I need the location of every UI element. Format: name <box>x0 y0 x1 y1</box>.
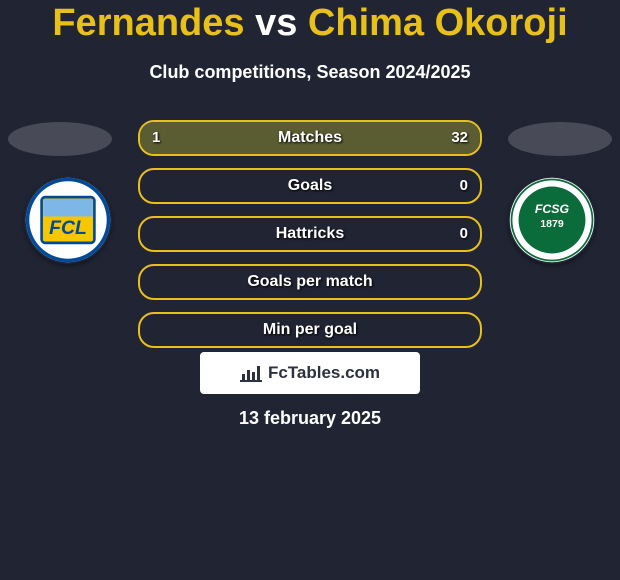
player2-avatar-placeholder <box>508 122 612 156</box>
bar-goals: Goals 0 <box>138 168 482 204</box>
player1-club-crest: FCL <box>24 176 112 264</box>
bar-label: Goals <box>140 170 480 202</box>
svg-text:FCL: FCL <box>49 217 87 239</box>
bar-label: Matches <box>140 122 480 154</box>
svg-text:FCSG: FCSG <box>535 202 570 216</box>
brand-box: FcTables.com <box>200 352 420 394</box>
date-label: 13 february 2025 <box>0 408 620 429</box>
brand-text: FcTables.com <box>268 363 380 383</box>
bar-matches: 1 Matches 32 <box>138 120 482 156</box>
bar-min-per-goal: Min per goal <box>138 312 482 348</box>
vs-label: vs <box>255 2 297 44</box>
bar-value-right: 0 <box>460 170 468 202</box>
bar-hattricks: Hattricks 0 <box>138 216 482 252</box>
chart-icon <box>240 364 262 382</box>
player2-club-crest: FCSG 1879 ST. GALLEN <box>508 176 596 264</box>
bar-value-right: 0 <box>460 218 468 250</box>
bar-value-right: 32 <box>451 122 468 154</box>
comparison-bars: 1 Matches 32 Goals 0 Hattricks 0 Goals p… <box>138 120 482 360</box>
svg-text:1879: 1879 <box>540 218 564 230</box>
bar-label: Min per goal <box>140 314 480 346</box>
bar-label: Hattricks <box>140 218 480 250</box>
bar-goals-per-match: Goals per match <box>138 264 482 300</box>
player2-name: Chima Okoroji <box>308 2 568 44</box>
subtitle: Club competitions, Season 2024/2025 <box>0 62 620 83</box>
bar-label: Goals per match <box>140 266 480 298</box>
player1-name: Fernandes <box>52 2 244 44</box>
page-title: Fernandes vs Chima Okoroji <box>0 2 620 45</box>
player1-avatar-placeholder <box>8 122 112 156</box>
